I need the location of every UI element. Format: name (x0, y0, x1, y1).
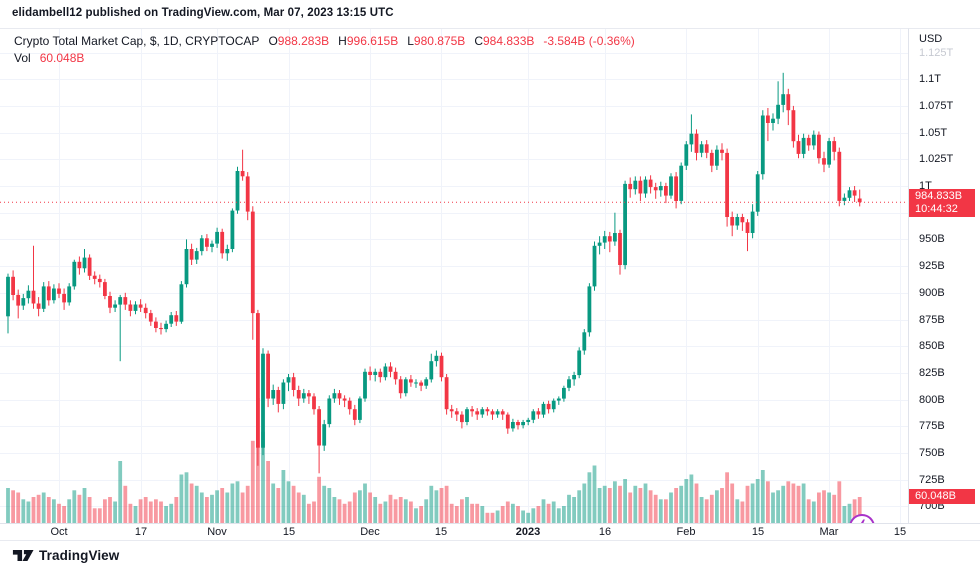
price-axis[interactable]: USD 984.833B 10:44:32 60.048B 1.125T 1.1T… (908, 28, 980, 523)
symbol-title[interactable]: Crypto Total Market Cap, $, 1D, CRYPTOCA… (14, 34, 260, 48)
y-axis-tick: 950B (919, 233, 945, 245)
x-axis-tick: 15 (751, 526, 765, 538)
y-axis-tick: 1.125T (919, 47, 954, 59)
last-price-marker: 984.833B 10:44:32 (909, 189, 975, 217)
grid-lines (0, 29, 908, 523)
y-axis-tick: 1.025T (919, 153, 954, 165)
volume-study-label[interactable]: Vol (14, 51, 31, 65)
x-axis-tick: 17 (134, 526, 148, 538)
y-axis-tick: 825B (919, 367, 945, 379)
x-axis-tick: Oct (50, 526, 68, 538)
change-readout: -3.584B (-0.36%) (543, 34, 635, 48)
bar-countdown: 10:44:32 (915, 203, 958, 215)
chart-pane[interactable]: Crypto Total Market Cap, $, 1D, CRYPTOCA… (0, 28, 908, 523)
candles (6, 72, 862, 474)
axis-currency-label[interactable]: USD (919, 33, 943, 47)
x-axis-tick: 15 (434, 526, 448, 538)
x-axis-tick: 2023 (515, 526, 541, 538)
last-price-value: 984.833B (915, 190, 963, 202)
x-axis-tick: Feb (676, 526, 696, 538)
tradingview-logo-icon (12, 550, 34, 561)
ohlc-high: H996.615B (338, 34, 399, 48)
y-axis-tick: 1.1T (919, 73, 942, 85)
y-axis-tick: 850B (919, 340, 945, 352)
ohlc-open: O988.283B (268, 34, 330, 48)
y-axis-tick: 775B (919, 420, 945, 432)
y-axis-tick: 725B (919, 474, 945, 486)
volume-value-marker: 60.048B (909, 489, 975, 504)
y-axis-tick: 1.05T (919, 127, 948, 139)
x-axis-tick: 15 (893, 526, 907, 538)
y-axis-tick: 875B (919, 314, 945, 326)
footer-bar: TradingView (0, 541, 980, 571)
x-axis-tick: Mar (819, 526, 839, 538)
volume-marker-value: 60.048B (915, 490, 956, 502)
volume-readout: 60.048B (39, 51, 85, 65)
ohlc-low: L980.875B (407, 34, 466, 48)
lightning-bolt-glyph (860, 519, 865, 523)
time-axis[interactable]: Oct 17 Nov 15 Dec 15 2023 16 Feb 15 Mar 15 (0, 523, 980, 541)
publish-byline: elidambell12 published on TradingView.co… (12, 7, 394, 19)
y-axis-tick: 1.075T (919, 100, 954, 112)
y-axis-tick: 750B (919, 447, 945, 459)
x-axis-tick: Dec (360, 526, 380, 538)
ohlc-close: C984.833B (474, 34, 535, 48)
x-axis-tick: 16 (598, 526, 612, 538)
tradingview-logo[interactable]: TradingView (12, 548, 119, 563)
y-axis-tick: 800B (919, 394, 945, 406)
volume-bars (6, 398, 862, 523)
chart-legend: Crypto Total Market Cap, $, 1D, CRYPTOCA… (14, 34, 635, 65)
x-axis-tick: 15 (282, 526, 296, 538)
y-axis-tick: 925B (919, 260, 945, 272)
brand-name: TradingView (39, 548, 120, 563)
x-axis-tick: Nov (207, 526, 227, 538)
y-axis-tick: 900B (919, 287, 945, 299)
candlestick-chart[interactable] (0, 29, 908, 523)
